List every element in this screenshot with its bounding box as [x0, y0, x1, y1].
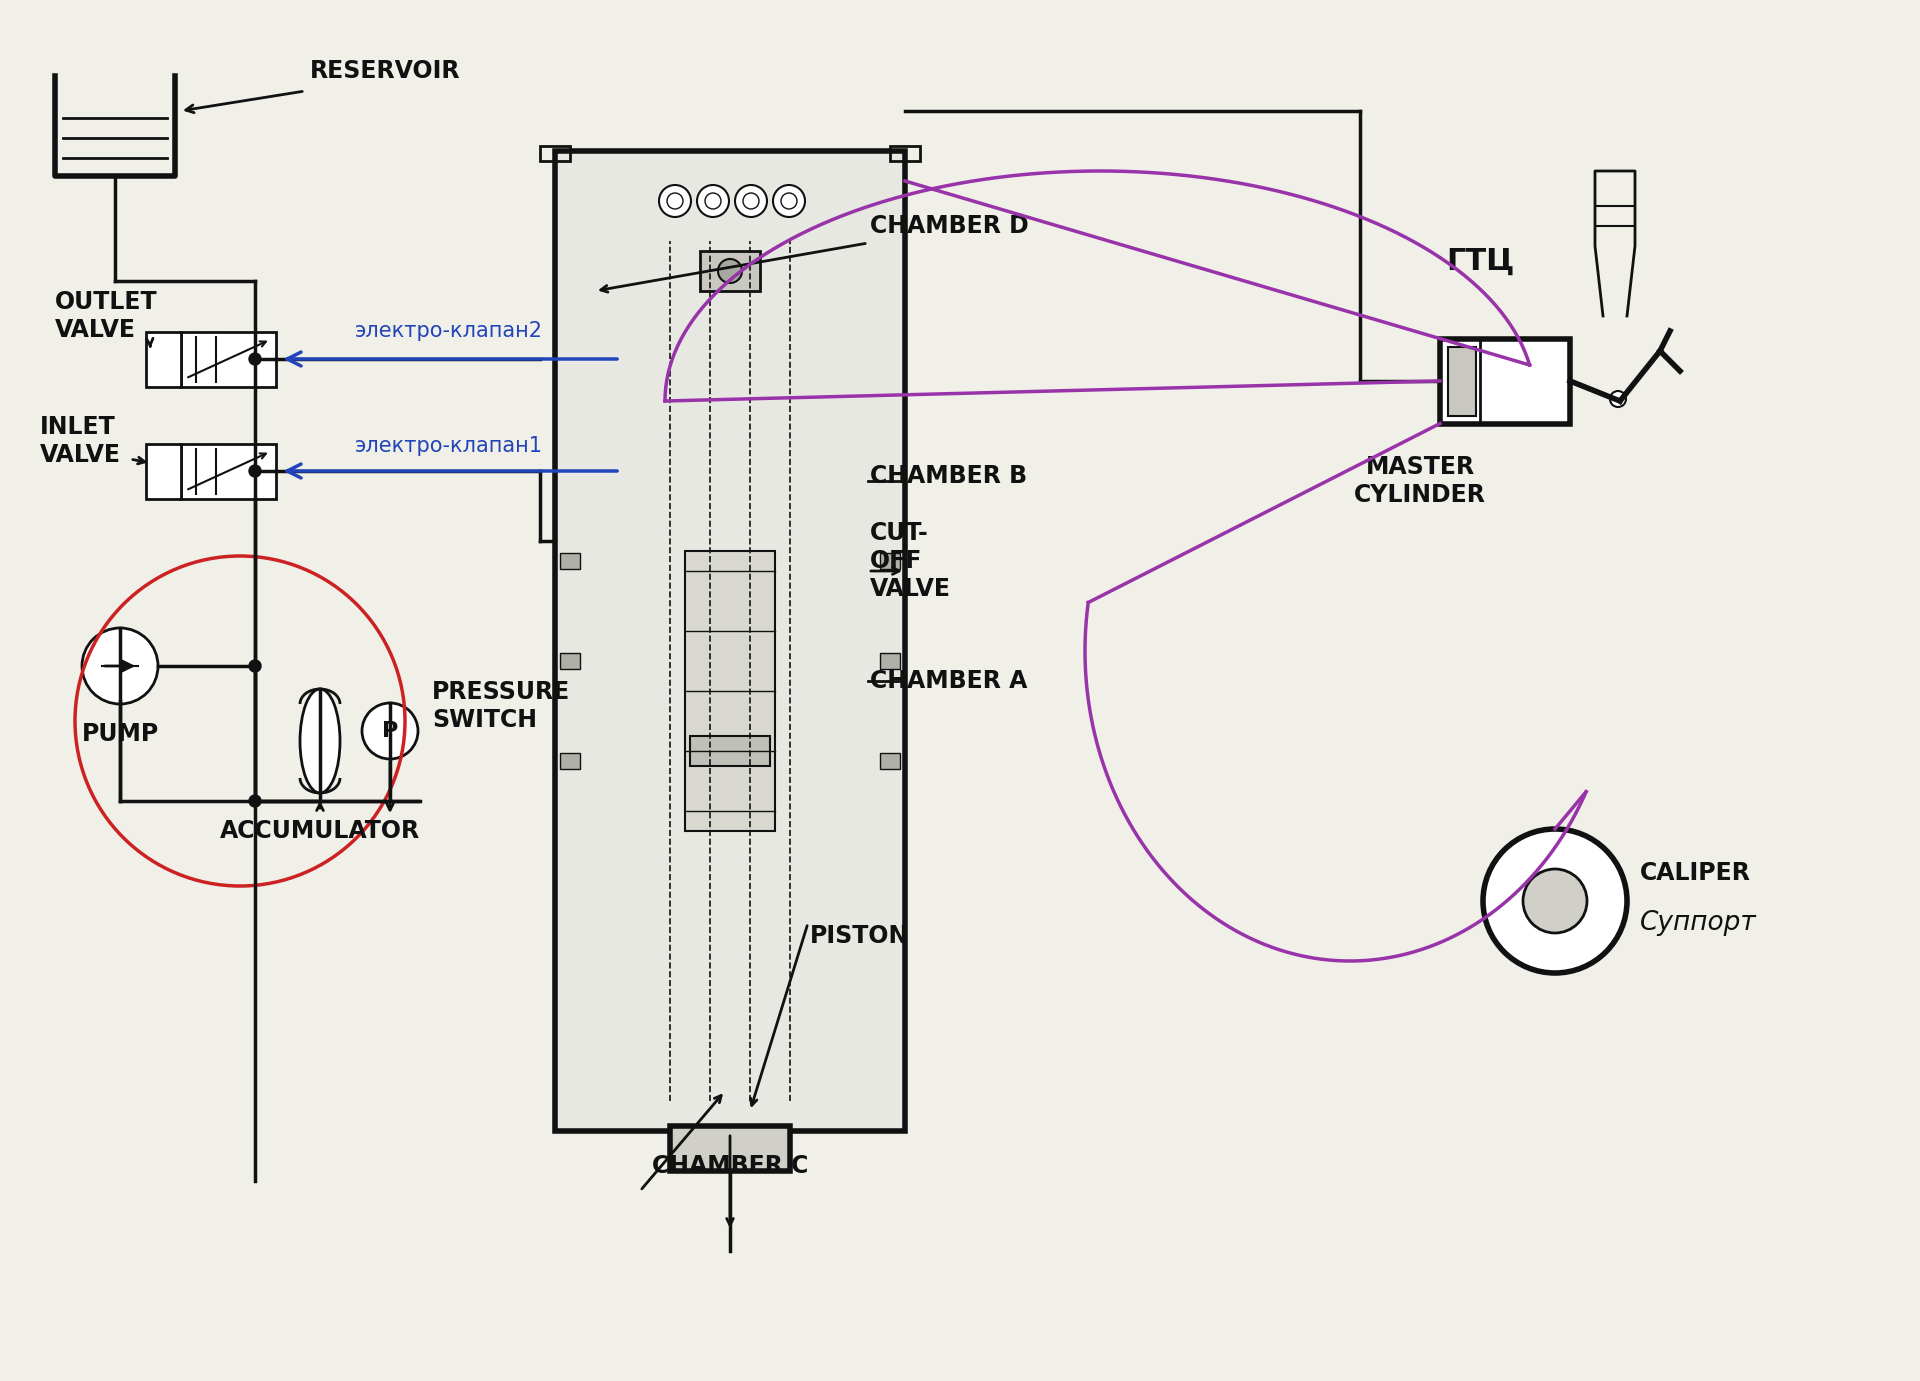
- Circle shape: [697, 185, 730, 217]
- Circle shape: [1482, 829, 1626, 974]
- Text: ACCUMULATOR: ACCUMULATOR: [221, 819, 420, 842]
- Bar: [555, 151, 904, 1131]
- Circle shape: [735, 185, 766, 217]
- Bar: [670, 1126, 789, 1171]
- Text: CHAMBER B: CHAMBER B: [870, 464, 1027, 487]
- Bar: [689, 736, 770, 766]
- Text: RESERVOIR: RESERVOIR: [309, 59, 461, 83]
- Circle shape: [774, 185, 804, 217]
- Circle shape: [250, 660, 261, 673]
- Text: OUTLET
VALVE: OUTLET VALVE: [56, 290, 157, 342]
- Circle shape: [250, 465, 261, 476]
- Bar: [685, 551, 776, 831]
- Circle shape: [1523, 869, 1588, 934]
- Bar: [891, 146, 920, 162]
- Text: CUT-
OFF
VALVE: CUT- OFF VALVE: [870, 521, 950, 601]
- Text: ГТЦ: ГТЦ: [1446, 246, 1515, 275]
- Bar: [561, 653, 580, 668]
- Text: P: P: [382, 721, 397, 742]
- Circle shape: [718, 260, 741, 283]
- Text: CHAMBER D: CHAMBER D: [870, 214, 1029, 238]
- Bar: [701, 251, 760, 291]
- Text: Суппорт: Суппорт: [1640, 910, 1757, 936]
- Bar: [879, 653, 900, 668]
- Bar: [180, 331, 275, 387]
- Bar: [1448, 347, 1476, 416]
- Text: CHAMBER A: CHAMBER A: [870, 668, 1027, 693]
- Text: PUMP: PUMP: [81, 722, 159, 746]
- Circle shape: [83, 628, 157, 704]
- Text: MASTER
CYLINDER: MASTER CYLINDER: [1354, 456, 1486, 507]
- Bar: [561, 552, 580, 569]
- Circle shape: [250, 354, 261, 365]
- Bar: [879, 552, 900, 569]
- Text: CHAMBER C: CHAMBER C: [651, 1155, 808, 1178]
- Circle shape: [250, 795, 261, 807]
- Bar: [146, 443, 180, 499]
- Text: PISTON: PISTON: [810, 924, 910, 947]
- Text: CALIPER: CALIPER: [1640, 860, 1751, 885]
- Text: электро-клапан1: электро-клапан1: [355, 436, 543, 456]
- Circle shape: [659, 185, 691, 217]
- Bar: [146, 331, 180, 387]
- Bar: [180, 443, 275, 499]
- Text: электро-клапан2: электро-клапан2: [355, 320, 543, 341]
- Bar: [879, 753, 900, 769]
- Circle shape: [363, 703, 419, 760]
- Bar: [561, 753, 580, 769]
- Bar: [1440, 338, 1571, 424]
- Ellipse shape: [300, 689, 340, 793]
- Bar: [540, 146, 570, 162]
- Text: PRESSURE
SWITCH: PRESSURE SWITCH: [432, 679, 570, 732]
- Circle shape: [1611, 391, 1626, 407]
- Text: INLET
VALVE: INLET VALVE: [40, 416, 121, 467]
